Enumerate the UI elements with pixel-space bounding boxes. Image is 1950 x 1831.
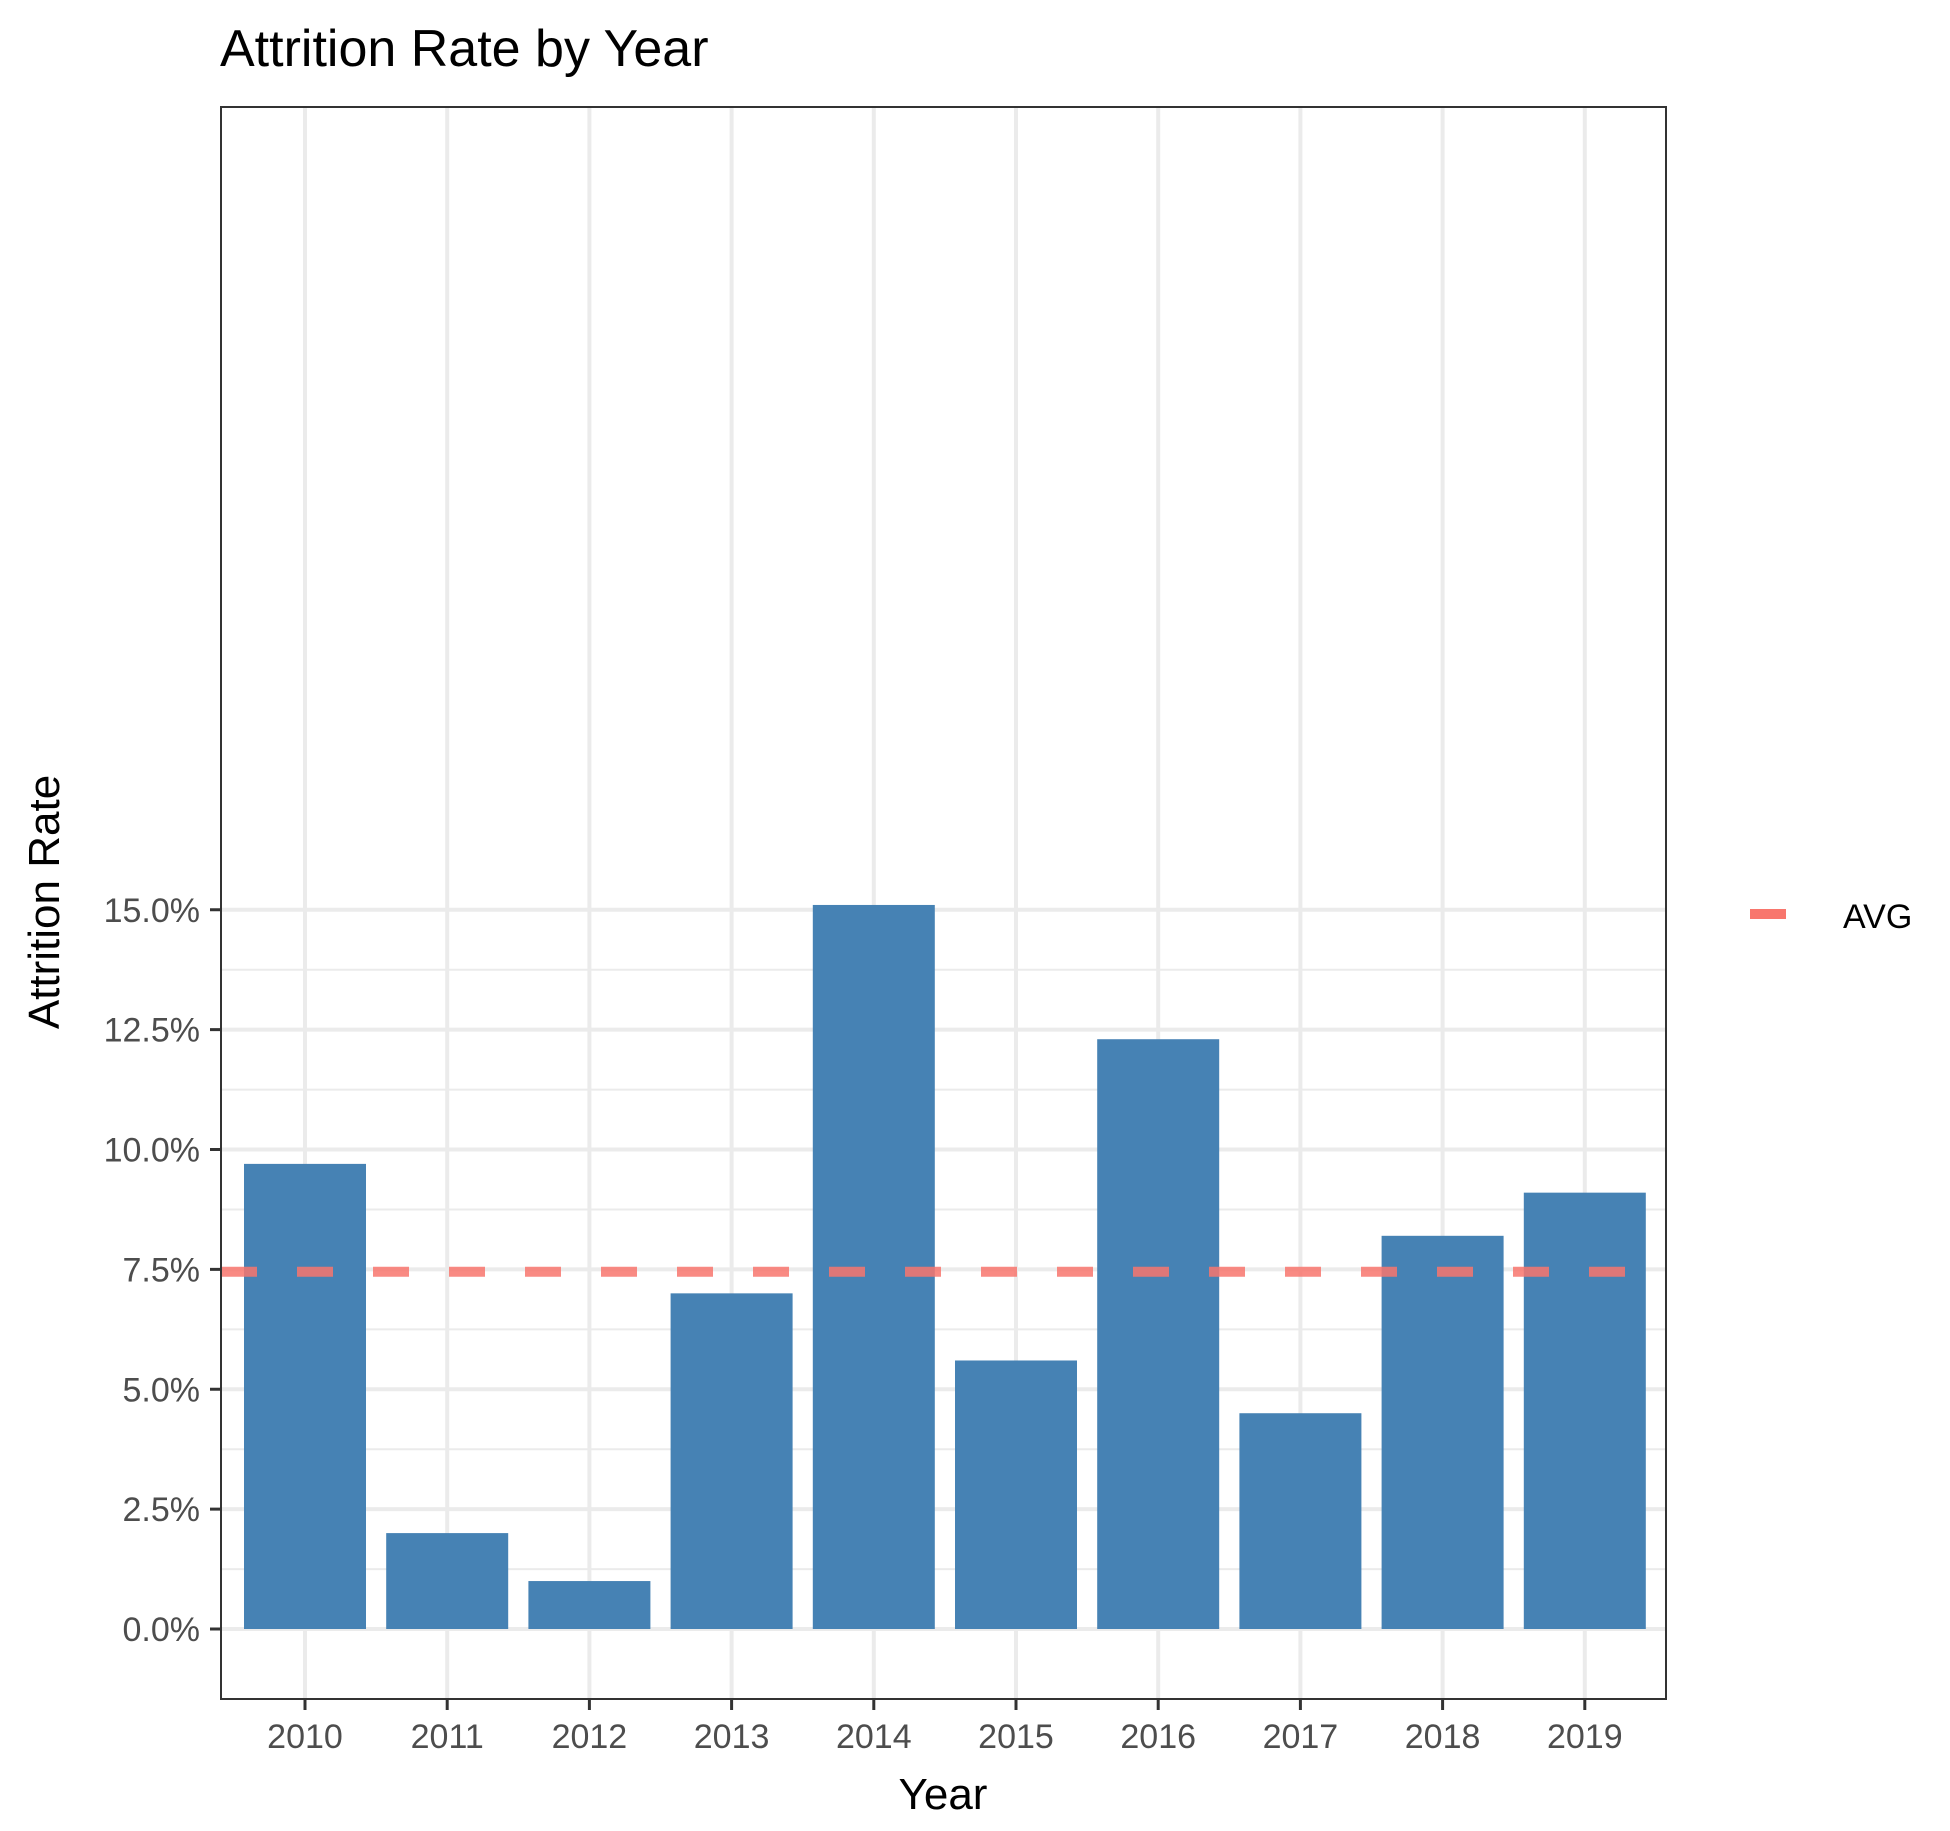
bars <box>244 904 1646 1629</box>
bar-2012 <box>528 1581 651 1629</box>
x-tick-label: 2019 <box>1547 1718 1623 1756</box>
bar-2013 <box>670 1293 793 1629</box>
bar-2010 <box>244 1163 366 1629</box>
bar-2015 <box>955 1360 1077 1629</box>
x-tick-label: 2011 <box>411 1718 484 1756</box>
y-tick-label: 0.0% <box>123 1611 201 1649</box>
y-tick-label: 15.0% <box>104 892 200 930</box>
x-tick-label: 2015 <box>978 1718 1054 1756</box>
y-tick-label: 7.5% <box>123 1251 201 1289</box>
y-tick-label: 2.5% <box>123 1491 201 1529</box>
x-tick-label: 2017 <box>1263 1718 1339 1756</box>
legend: AVG <box>1750 898 1912 936</box>
panel-border-rect <box>220 106 1667 1700</box>
bar-2016 <box>1097 1039 1220 1629</box>
chart-title: Attrition Rate by Year <box>220 20 709 78</box>
y-axis-label: Attrition Rate <box>20 775 69 1029</box>
x-tick-label: 2018 <box>1405 1718 1481 1756</box>
bar-2011 <box>386 1533 509 1629</box>
x-tick-label: 2013 <box>694 1718 770 1756</box>
x-tick-label: 2016 <box>1120 1718 1196 1756</box>
legend-label-avg: AVG <box>1843 898 1912 936</box>
y-tick-label: 10.0% <box>104 1132 200 1170</box>
x-tick-label: 2014 <box>836 1718 912 1756</box>
x-tick-label: 2012 <box>552 1718 628 1756</box>
bar-2017 <box>1239 1413 1362 1629</box>
y-axis: 0.0% 2.5% 5.0% 7.5% 10.0% 12.5% 15.0% <box>104 892 221 1649</box>
y-tick-label: 12.5% <box>104 1012 200 1050</box>
x-axis: 2010 2011 2012 2013 2014 2015 2016 2017 2018 2019 <box>267 1699 1623 1756</box>
y-tick-label: 5.0% <box>123 1371 201 1409</box>
plot-panel-border <box>220 106 1667 1700</box>
x-axis-label: Year <box>899 1770 988 1819</box>
x-tick-label: 2010 <box>267 1718 343 1756</box>
bar-2019 <box>1523 1192 1646 1629</box>
bar-2018 <box>1381 1235 1504 1629</box>
